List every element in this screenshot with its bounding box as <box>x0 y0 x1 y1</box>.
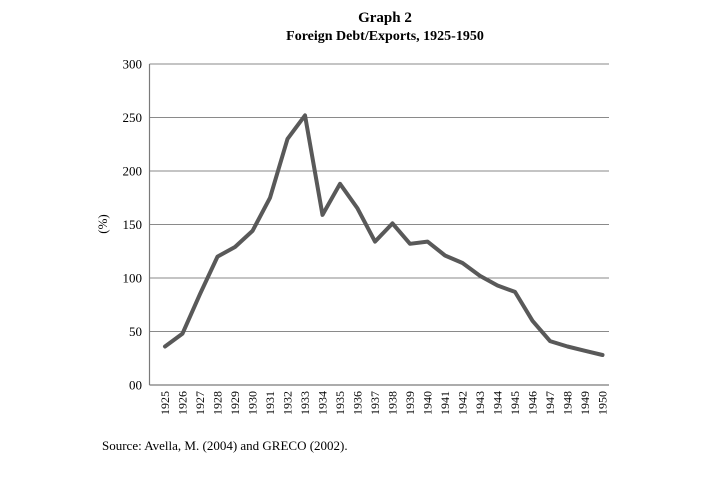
x-tick-label: 1935 <box>333 391 347 415</box>
y-tick-label: 00 <box>129 378 142 393</box>
x-tick-label: 1927 <box>193 391 207 415</box>
x-tick-label: 1933 <box>298 391 312 415</box>
x-tick-label: 1929 <box>228 391 242 415</box>
y-tick-label: 250 <box>123 110 143 125</box>
data-line-foreign-debt-exports <box>163 113 605 357</box>
y-tick-label: 100 <box>123 271 143 286</box>
x-tick-label: 1946 <box>526 391 540 415</box>
chart-header: Graph 2 Foreign Debt/Exports, 1925-1950 <box>0 9 728 46</box>
y-tick-label: 150 <box>123 217 143 232</box>
x-tick-label: 1940 <box>421 391 435 415</box>
x-tick-label: 1939 <box>403 391 417 415</box>
x-tick-label: 1947 <box>543 391 557 415</box>
x-tick-label: 1936 <box>351 391 365 415</box>
x-tick-label: 1925 <box>158 391 172 415</box>
x-tick-label: 1942 <box>456 391 470 415</box>
x-tick-label: 1934 <box>316 391 330 415</box>
x-tick-label: 1928 <box>211 391 225 415</box>
x-tick-label: 1931 <box>263 391 277 415</box>
x-tick-label: 1943 <box>473 391 487 415</box>
x-tick-label: 1937 <box>368 391 382 415</box>
x-tick-label: 1932 <box>281 391 295 415</box>
x-tick-label: 1948 <box>561 391 575 415</box>
x-tick-label: 1930 <box>246 391 260 415</box>
source-note: Source: Avella, M. (2004) and GRECO (200… <box>102 438 348 453</box>
x-tick-label: 1949 <box>578 391 592 415</box>
y-axis-title: (%) <box>95 214 110 234</box>
x-tick-label: 1938 <box>386 391 400 415</box>
x-tick-label: 1944 <box>491 391 505 415</box>
y-tick-label: 200 <box>123 164 143 179</box>
y-tick-label: 50 <box>129 324 142 339</box>
x-tick-label: 1945 <box>508 391 522 415</box>
x-tick-label: 1941 <box>438 391 452 415</box>
y-tick-label: 300 <box>123 57 143 72</box>
x-tick-label: 1926 <box>176 391 190 415</box>
chart-subtitle: Foreign Debt/Exports, 1925-1950 <box>286 29 484 44</box>
x-tick-label: 1950 <box>596 391 610 415</box>
chart-title: Graph 2 <box>358 10 412 26</box>
